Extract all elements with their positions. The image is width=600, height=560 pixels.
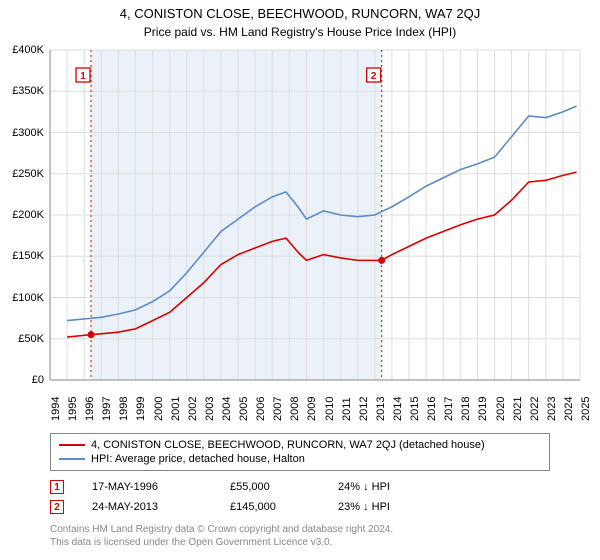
y-tick-label: £0 bbox=[2, 374, 44, 386]
x-tick-label: 2015 bbox=[409, 411, 421, 421]
x-tick-label: 2002 bbox=[187, 411, 199, 421]
x-tick-label: 2001 bbox=[170, 411, 182, 421]
x-tick-label: 1996 bbox=[84, 411, 96, 421]
sales-table: 1 17-MAY-1996 £55,000 24% ↓ HPI 2 24-MAY-2013… bbox=[50, 477, 550, 517]
x-tick-label: 2014 bbox=[392, 411, 404, 421]
x-tick-label: 2011 bbox=[341, 411, 353, 421]
chart-subtitle: Price paid vs. HM Land Registry's House … bbox=[0, 21, 600, 45]
x-tick-label: 2020 bbox=[495, 411, 507, 421]
sale-row: 1 17-MAY-1996 £55,000 24% ↓ HPI bbox=[50, 477, 550, 497]
x-tick-label: 2004 bbox=[221, 411, 233, 421]
x-tick-label: 1995 bbox=[67, 411, 79, 421]
y-tick-label: £200K bbox=[2, 209, 44, 221]
svg-text:1: 1 bbox=[80, 71, 86, 82]
footer-line1: Contains HM Land Registry data © Crown c… bbox=[50, 523, 550, 536]
x-tick-label: 2007 bbox=[272, 411, 284, 421]
x-tick-label: 2021 bbox=[512, 411, 524, 421]
chart-title: 4, CONISTON CLOSE, BEECHWOOD, RUNCORN, W… bbox=[0, 0, 600, 21]
legend-label: 4, CONISTON CLOSE, BEECHWOOD, RUNCORN, W… bbox=[91, 439, 485, 451]
x-tick-label: 2005 bbox=[238, 411, 250, 421]
sale-date: 24-MAY-2013 bbox=[92, 501, 202, 513]
y-tick-label: £150K bbox=[2, 250, 44, 262]
sale-price: £55,000 bbox=[230, 481, 310, 493]
x-tick-label: 1999 bbox=[135, 411, 147, 421]
legend-swatch bbox=[59, 458, 85, 460]
sale-row: 2 24-MAY-2013 £145,000 23% ↓ HPI bbox=[50, 497, 550, 517]
x-tick-label: 2003 bbox=[204, 411, 216, 421]
footer: Contains HM Land Registry data © Crown c… bbox=[50, 523, 550, 549]
x-tick-label: 2009 bbox=[306, 411, 318, 421]
y-tick-label: £100K bbox=[2, 292, 44, 304]
x-tick-label: 2012 bbox=[358, 411, 370, 421]
y-tick-label: £50K bbox=[2, 333, 44, 345]
x-tick-label: 2018 bbox=[460, 411, 472, 421]
sale-marker: 1 bbox=[50, 480, 64, 494]
svg-text:2: 2 bbox=[371, 71, 377, 82]
x-tick-label: 1998 bbox=[118, 411, 130, 421]
y-tick-label: £250K bbox=[2, 168, 44, 180]
x-tick-label: 2023 bbox=[546, 411, 558, 421]
x-tick-label: 1994 bbox=[50, 411, 62, 421]
y-tick-label: £300K bbox=[2, 127, 44, 139]
x-tick-label: 1997 bbox=[101, 411, 113, 421]
y-tick-label: £400K bbox=[2, 44, 44, 56]
x-tick-label: 2025 bbox=[580, 411, 592, 421]
sale-pct: 23% ↓ HPI bbox=[338, 501, 428, 513]
legend-item: HPI: Average price, detached house, Halt… bbox=[59, 452, 541, 466]
legend-swatch bbox=[59, 444, 85, 446]
x-tick-label: 2008 bbox=[289, 411, 301, 421]
legend: 4, CONISTON CLOSE, BEECHWOOD, RUNCORN, W… bbox=[50, 433, 550, 471]
legend-label: HPI: Average price, detached house, Halt… bbox=[91, 453, 305, 465]
x-tick-label: 2006 bbox=[255, 411, 267, 421]
y-tick-label: £350K bbox=[2, 85, 44, 97]
chart-area: 12 £0£50K£100K£150K£200K£250K£300K£350K£… bbox=[0, 45, 600, 425]
sale-price: £145,000 bbox=[230, 501, 310, 513]
sale-marker: 2 bbox=[50, 500, 64, 514]
sale-pct: 24% ↓ HPI bbox=[338, 481, 428, 493]
legend-item: 4, CONISTON CLOSE, BEECHWOOD, RUNCORN, W… bbox=[59, 438, 541, 452]
x-tick-label: 2022 bbox=[529, 411, 541, 421]
x-tick-label: 2013 bbox=[375, 411, 387, 421]
footer-line2: This data is licensed under the Open Gov… bbox=[50, 536, 550, 549]
sale-date: 17-MAY-1996 bbox=[92, 481, 202, 493]
x-tick-label: 2016 bbox=[426, 411, 438, 421]
x-tick-label: 2010 bbox=[324, 411, 336, 421]
x-tick-label: 2024 bbox=[563, 411, 575, 421]
x-tick-label: 2019 bbox=[477, 411, 489, 421]
x-tick-label: 2017 bbox=[443, 411, 455, 421]
chart-svg: 12 bbox=[0, 45, 600, 425]
x-tick-label: 2000 bbox=[153, 411, 165, 421]
